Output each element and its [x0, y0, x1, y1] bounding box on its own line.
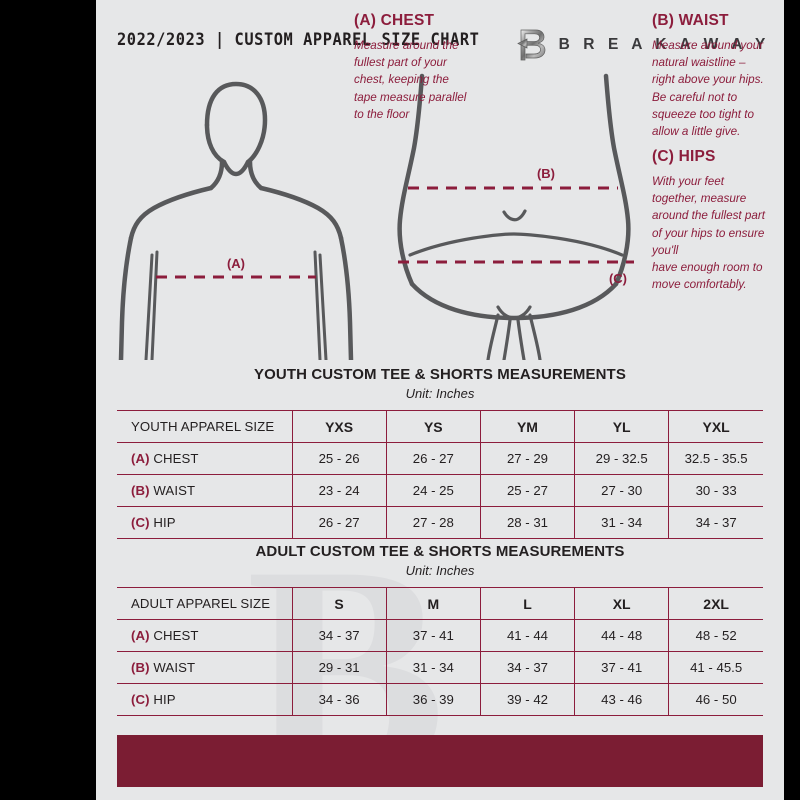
page-title: 2022/2023 | CUSTOM APPAREL SIZE CHART: [117, 30, 480, 49]
adult-cell: 29 - 31: [291, 651, 387, 684]
table-row: (C) HIP 26 - 27 27 - 28 28 - 31 31 - 34 …: [117, 506, 763, 539]
hip-marker-label: (C): [609, 271, 627, 286]
youth-measurements-table: YOUTH APPAREL SIZE YXS YS YM YL YXL (A) …: [117, 410, 763, 539]
footer-accent-bar: [117, 735, 763, 787]
size-chart-page: B 2022/2023 | CUSTOM APPAREL SIZE CHART: [96, 0, 784, 800]
adult-cell: 36 - 39: [385, 683, 481, 716]
youth-col-header: YXL: [668, 410, 763, 443]
youth-col-header: YXS: [291, 410, 387, 443]
adult-cell: 37 - 41: [574, 651, 669, 684]
adult-col-header: 2XL: [668, 587, 763, 620]
youth-table-title: YOUTH CUSTOM TEE & SHORTS MEASUREMENTS: [254, 366, 626, 383]
adult-cell: 48 - 52: [668, 619, 763, 652]
brand-name: B R E A K A W A Y: [558, 36, 770, 53]
youth-cell: 25 - 27: [479, 474, 575, 507]
row-label: CHEST: [153, 451, 199, 466]
adult-cell: 31 - 34: [385, 651, 481, 684]
youth-cell: 26 - 27: [385, 442, 481, 475]
adult-cell: 37 - 41: [385, 619, 481, 652]
table-row: (B) WAIST 23 - 24 24 - 25 25 - 27 27 - 3…: [117, 474, 763, 507]
adult-table-unit: Unit: Inches: [405, 563, 475, 578]
callout-chest-body: Measure around the fullest part of your …: [354, 39, 467, 121]
table-row: (A) CHEST 34 - 37 37 - 41 41 - 44 44 - 4…: [117, 619, 763, 652]
adult-cell: 46 - 50: [668, 683, 763, 716]
row-label: CHEST: [153, 628, 199, 643]
callout-waist: (B) WAIST Measure around your natural wa…: [652, 12, 784, 140]
youth-table-unit: Unit: Inches: [405, 386, 475, 401]
table-row: (B) WAIST 29 - 31 31 - 34 34 - 37 37 - 4…: [117, 651, 763, 684]
brand-lockup: B R E A K A W A Y: [516, 26, 770, 64]
youth-col-header: YS: [385, 410, 481, 443]
adult-cell: 39 - 42: [479, 683, 575, 716]
torso-figure-illustration: (A): [118, 81, 354, 360]
row-label: HIP: [153, 692, 176, 707]
table-row: (C) HIP 34 - 36 36 - 39 39 - 42 43 - 46 …: [117, 683, 763, 716]
table-row: (A) CHEST 25 - 26 26 - 27 27 - 29 29 - 3…: [117, 442, 763, 475]
adult-col-header: M: [385, 587, 481, 620]
adult-cell: 34 - 37: [479, 651, 575, 684]
adult-cell: 34 - 37: [291, 619, 387, 652]
adult-row-label-waist: (B) WAIST: [117, 651, 292, 684]
callout-chest-title: (A) CHEST: [354, 12, 435, 29]
youth-cell: 34 - 37: [668, 506, 763, 539]
adult-cell: 41 - 44: [479, 619, 575, 652]
row-marker: (B): [131, 483, 150, 498]
adult-cell: 34 - 36: [291, 683, 387, 716]
adult-row-label-hip: (C) HIP: [117, 683, 292, 716]
youth-col-header: YM: [479, 410, 575, 443]
youth-measurements-block: YOUTH CUSTOM TEE & SHORTS MEASUREMENTS U…: [117, 366, 763, 539]
youth-cell: 28 - 31: [479, 506, 575, 539]
youth-row-label-chest: (A) CHEST: [117, 442, 292, 475]
measurement-illustrations: (A): [96, 70, 784, 360]
row-marker: (B): [131, 660, 150, 675]
table-header-row: YOUTH APPAREL SIZE YXS YS YM YL YXL: [117, 410, 763, 443]
row-label: HIP: [153, 515, 176, 530]
youth-cell: 23 - 24: [291, 474, 387, 507]
youth-col-header: YL: [574, 410, 669, 443]
callout-chest: (A) CHEST Measure around the fullest par…: [354, 12, 514, 123]
breakaway-b-monogram-icon: [516, 29, 545, 61]
youth-cell: 27 - 29: [479, 442, 575, 475]
adult-table-title: ADULT CUSTOM TEE & SHORTS MEASUREMENTS: [255, 543, 625, 560]
callout-hips-body: With your feet together, measure around …: [652, 175, 766, 292]
youth-cell: 26 - 27: [291, 506, 387, 539]
row-marker: (A): [131, 628, 150, 643]
youth-cell: 32.5 - 35.5: [668, 442, 763, 475]
youth-cell: 31 - 34: [574, 506, 669, 539]
adult-col-header: XL: [574, 587, 669, 620]
adult-cell: 44 - 48: [574, 619, 669, 652]
callout-waist-body: Measure around your natural waistline – …: [652, 39, 764, 139]
callout-hips: (C) HIPS With your feet together, measur…: [652, 148, 784, 293]
adult-measurements-block: ADULT CUSTOM TEE & SHORTS MEASUREMENTS U…: [117, 543, 763, 716]
adult-row-label-chest: (A) CHEST: [117, 619, 292, 652]
adult-row-header-label: ADULT APPAREL SIZE: [117, 587, 292, 620]
youth-cell: 27 - 30: [574, 474, 669, 507]
youth-cell: 27 - 28: [385, 506, 481, 539]
adult-measurements-table: ADULT APPAREL SIZE S M L XL 2XL (A) CHES…: [117, 587, 763, 716]
page-header: 2022/2023 | CUSTOM APPAREL SIZE CHART B …: [96, 28, 784, 62]
row-label: WAIST: [153, 483, 196, 498]
adult-cell: 41 - 45.5: [668, 651, 763, 684]
callout-waist-title: (B) WAIST: [652, 12, 729, 29]
adult-col-header: S: [291, 587, 387, 620]
row-label: WAIST: [153, 660, 196, 675]
youth-cell: 25 - 26: [291, 442, 387, 475]
youth-row-label-hip: (C) HIP: [117, 506, 292, 539]
youth-cell: 30 - 33: [668, 474, 763, 507]
table-header-row: ADULT APPAREL SIZE S M L XL 2XL: [117, 587, 763, 620]
chest-marker-label: (A): [227, 256, 245, 271]
youth-cell: 29 - 32.5: [574, 442, 669, 475]
lower-body-figure-illustration: (B) (C): [397, 73, 634, 360]
youth-cell: 24 - 25: [385, 474, 481, 507]
row-marker: (C): [131, 692, 150, 707]
callout-hips-title: (C) HIPS: [652, 148, 716, 165]
youth-row-label-waist: (B) WAIST: [117, 474, 292, 507]
youth-row-header-label: YOUTH APPAREL SIZE: [117, 410, 292, 443]
adult-col-header: L: [479, 587, 575, 620]
row-marker: (A): [131, 451, 150, 466]
row-marker: (C): [131, 515, 150, 530]
waist-marker-label: (B): [537, 166, 555, 181]
adult-cell: 43 - 46: [574, 683, 669, 716]
